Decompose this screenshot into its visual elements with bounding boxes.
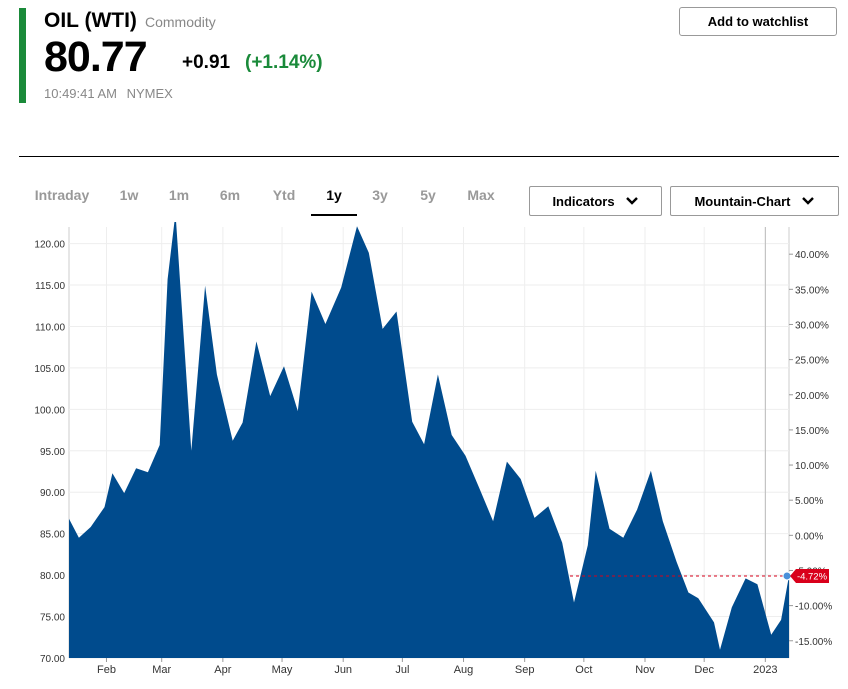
x-tick-label: Jul [395, 664, 409, 676]
y-tick-label: 75.00 [40, 613, 65, 624]
x-tick-label: May [272, 664, 293, 676]
tab-5y[interactable]: 5y [420, 187, 436, 203]
y-axis-right: -15.00%-10.00%-5.00%0.00%5.00%10.00%15.0… [789, 250, 832, 648]
chevron-down-icon [801, 197, 814, 205]
last-value-dot [782, 571, 792, 581]
tab-1m[interactable]: 1m [168, 187, 190, 203]
price-chart[interactable]: 70.00 75.00 80.00 85.00 90.00 95.00 100.00 105.… [0, 222, 848, 689]
x-tick-label: Feb [97, 664, 116, 676]
x-tick-label: Aug [454, 664, 474, 676]
tab-intraday[interactable]: Intraday [34, 187, 90, 203]
y-right-tick-label: 30.00% [795, 320, 829, 331]
y-tick-label: 95.00 [40, 447, 65, 458]
y-right-tick-label: 15.00% [795, 426, 829, 437]
y-right-tick-label: -15.00% [795, 637, 832, 648]
y-right-tick-label: 5.00% [795, 496, 823, 507]
instrument-type: Commodity [145, 14, 216, 30]
price-area [69, 222, 789, 658]
quote-time: 10:49:41 AM [44, 86, 117, 101]
accent-bar [19, 8, 26, 103]
header-divider [19, 156, 839, 157]
indicators-label: Indicators [552, 193, 615, 209]
y-tick-label: 115.00 [35, 281, 65, 292]
y-right-tick-label: 20.00% [795, 391, 829, 402]
y-right-tick-label: -10.00% [795, 602, 832, 613]
tab-6m[interactable]: 6m [219, 187, 241, 203]
y-tick-label: 85.00 [40, 530, 65, 541]
x-axis: Feb Mar Apr May Jun Jul Aug Sep Oct Nov Dec 2023 [97, 658, 778, 676]
y-tick-label: 100.00 [34, 405, 65, 416]
last-value-label: -4.72% [797, 571, 828, 582]
x-tick-label: Dec [694, 664, 714, 676]
price-change-percent: (+1.14%) [245, 52, 323, 73]
x-tick-label: Mar [152, 664, 171, 676]
y-right-tick-label: 10.00% [795, 461, 829, 472]
add-to-watchlist-button[interactable]: Add to watchlist [679, 7, 837, 36]
y-right-tick-label: 35.00% [795, 285, 829, 296]
y-tick-label: 110.00 [35, 322, 65, 333]
instrument-title: OIL (WTI) [44, 9, 137, 32]
tab-ytd[interactable]: Ytd [272, 187, 296, 203]
x-tick-label: Oct [575, 664, 592, 676]
x-tick-label: Jun [334, 664, 352, 676]
y-axis-left: 70.00 75.00 80.00 85.00 90.00 95.00 100.00 105.… [34, 240, 65, 665]
y-tick-label: 120.00 [34, 240, 65, 251]
tab-max[interactable]: Max [467, 187, 495, 203]
x-tick-label: Apr [214, 664, 231, 676]
chart-overlay: -4.72% [570, 568, 829, 583]
y-tick-label: 70.00 [40, 654, 65, 665]
quote-meta: 10:49:41 AM NYMEX [44, 86, 179, 101]
last-price: 80.77 [44, 33, 148, 81]
y-right-tick-label: 25.00% [795, 356, 829, 367]
indicators-dropdown[interactable]: Indicators [529, 186, 662, 216]
chevron-down-icon [625, 197, 638, 205]
y-tick-label: 90.00 [40, 488, 65, 499]
x-tick-label: 2023 [753, 664, 777, 676]
chart-type-label: Mountain-Chart [694, 193, 791, 209]
chart-type-dropdown[interactable]: Mountain-Chart [670, 186, 839, 216]
x-tick-label: Nov [635, 664, 655, 676]
y-tick-label: 105.00 [34, 364, 65, 375]
tab-1w[interactable]: 1w [119, 187, 139, 203]
y-tick-label: 80.00 [40, 571, 65, 582]
last-value-badge [790, 568, 829, 583]
exchange-name: NYMEX [126, 86, 173, 101]
y-right-tick-label: 0.00% [795, 531, 823, 542]
price-change: +0.91 [182, 52, 231, 73]
tab-3y[interactable]: 3y [372, 187, 388, 203]
tab-1y[interactable]: 1y [311, 182, 357, 216]
x-tick-label: Sep [515, 664, 535, 676]
y-right-tick-label: 40.00% [795, 250, 829, 261]
